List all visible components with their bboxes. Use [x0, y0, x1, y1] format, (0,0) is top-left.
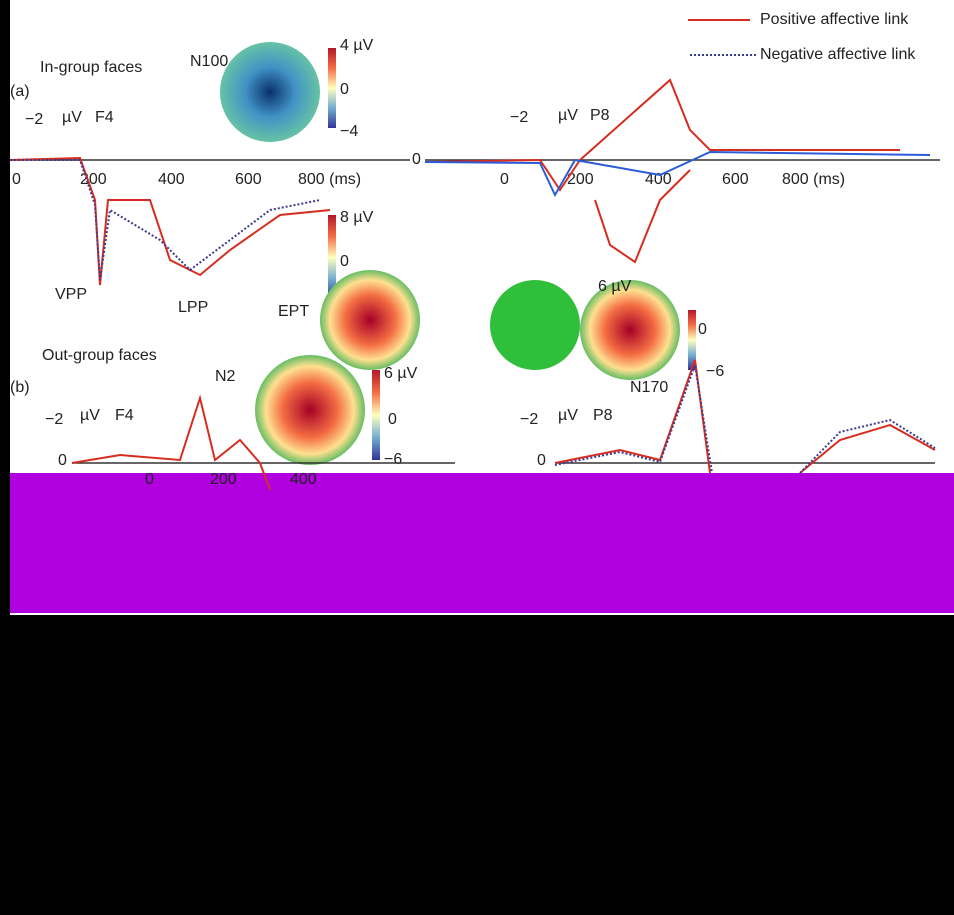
x-tick-label: 400: [158, 171, 185, 188]
component: N2: [215, 368, 236, 385]
x-tick-label: 400: [290, 471, 317, 488]
colorbar: [328, 48, 336, 128]
x-tick-label: 0: [500, 171, 509, 188]
electrode: P8: [590, 107, 610, 124]
topomap: [320, 270, 420, 370]
component: LPP: [178, 299, 208, 316]
scale-label: 6 µV: [384, 365, 418, 382]
electrode: F4: [95, 109, 114, 126]
component: N100: [190, 53, 228, 70]
unit: µV: [80, 407, 100, 424]
topomap: [490, 280, 580, 370]
x-tick-label: 600: [235, 171, 262, 188]
topomap: [255, 355, 365, 465]
x-tick-label: 200: [210, 471, 237, 488]
x-tick-label: 0: [12, 171, 21, 188]
x-tick-label: 600: [722, 171, 749, 188]
zero-label: 0: [412, 151, 421, 168]
legend-label: Negative affective link: [760, 46, 916, 63]
scale-label: 4 µV: [340, 37, 374, 54]
x-tick-label: 0: [145, 471, 154, 488]
waveform: [71, 394, 271, 491]
scale-label: −6: [384, 451, 402, 468]
waveform: [424, 150, 931, 198]
x-tick-label: 400: [645, 171, 672, 188]
scale-label: 6 µV: [598, 278, 632, 295]
scale-label: 0: [340, 81, 349, 98]
waveform: [10, 159, 321, 281]
unit: µV: [62, 109, 82, 126]
electrode: P8: [593, 407, 613, 424]
component: VPP: [55, 286, 87, 303]
colorbar: [328, 215, 336, 300]
waveform: [594, 169, 691, 264]
scale-label: 0: [388, 411, 397, 428]
scale-label: 0: [698, 321, 707, 338]
zero-label: 0: [537, 452, 546, 469]
y-tick-label: −2: [520, 411, 538, 428]
waveform: [424, 78, 900, 192]
scale-label: −4: [340, 123, 358, 140]
glitch-band: [10, 473, 954, 613]
zero-label: 0: [58, 452, 67, 469]
scale-label: 8 µV: [340, 209, 374, 226]
topomap: [580, 280, 680, 380]
y-tick-label: −2: [25, 111, 43, 128]
colorbar: [688, 310, 696, 370]
electrode: F4: [115, 407, 134, 424]
waveform: [554, 364, 936, 474]
panel-label: (b): [10, 379, 30, 396]
colorbar: [372, 370, 380, 460]
x-tick-label: 800 (ms): [298, 171, 361, 188]
scale-label: −6: [706, 363, 724, 380]
legend-label: Positive affective link: [760, 11, 909, 28]
waveform: [9, 156, 331, 286]
x-tick-label: 200: [567, 171, 594, 188]
component: EPT: [278, 303, 309, 320]
panel-label: (a): [10, 83, 30, 100]
scale-label: 0: [340, 253, 349, 270]
topomap: [220, 42, 320, 142]
x-tick-label: 800 (ms): [782, 171, 845, 188]
y-tick-label: −2: [510, 109, 528, 126]
unit: µV: [558, 407, 578, 424]
y-tick-label: −2: [45, 411, 63, 428]
panel-title: In-group faces: [40, 59, 142, 76]
unit: µV: [558, 107, 578, 124]
component: N170: [630, 379, 668, 396]
panel-title: Out-group faces: [42, 347, 157, 364]
